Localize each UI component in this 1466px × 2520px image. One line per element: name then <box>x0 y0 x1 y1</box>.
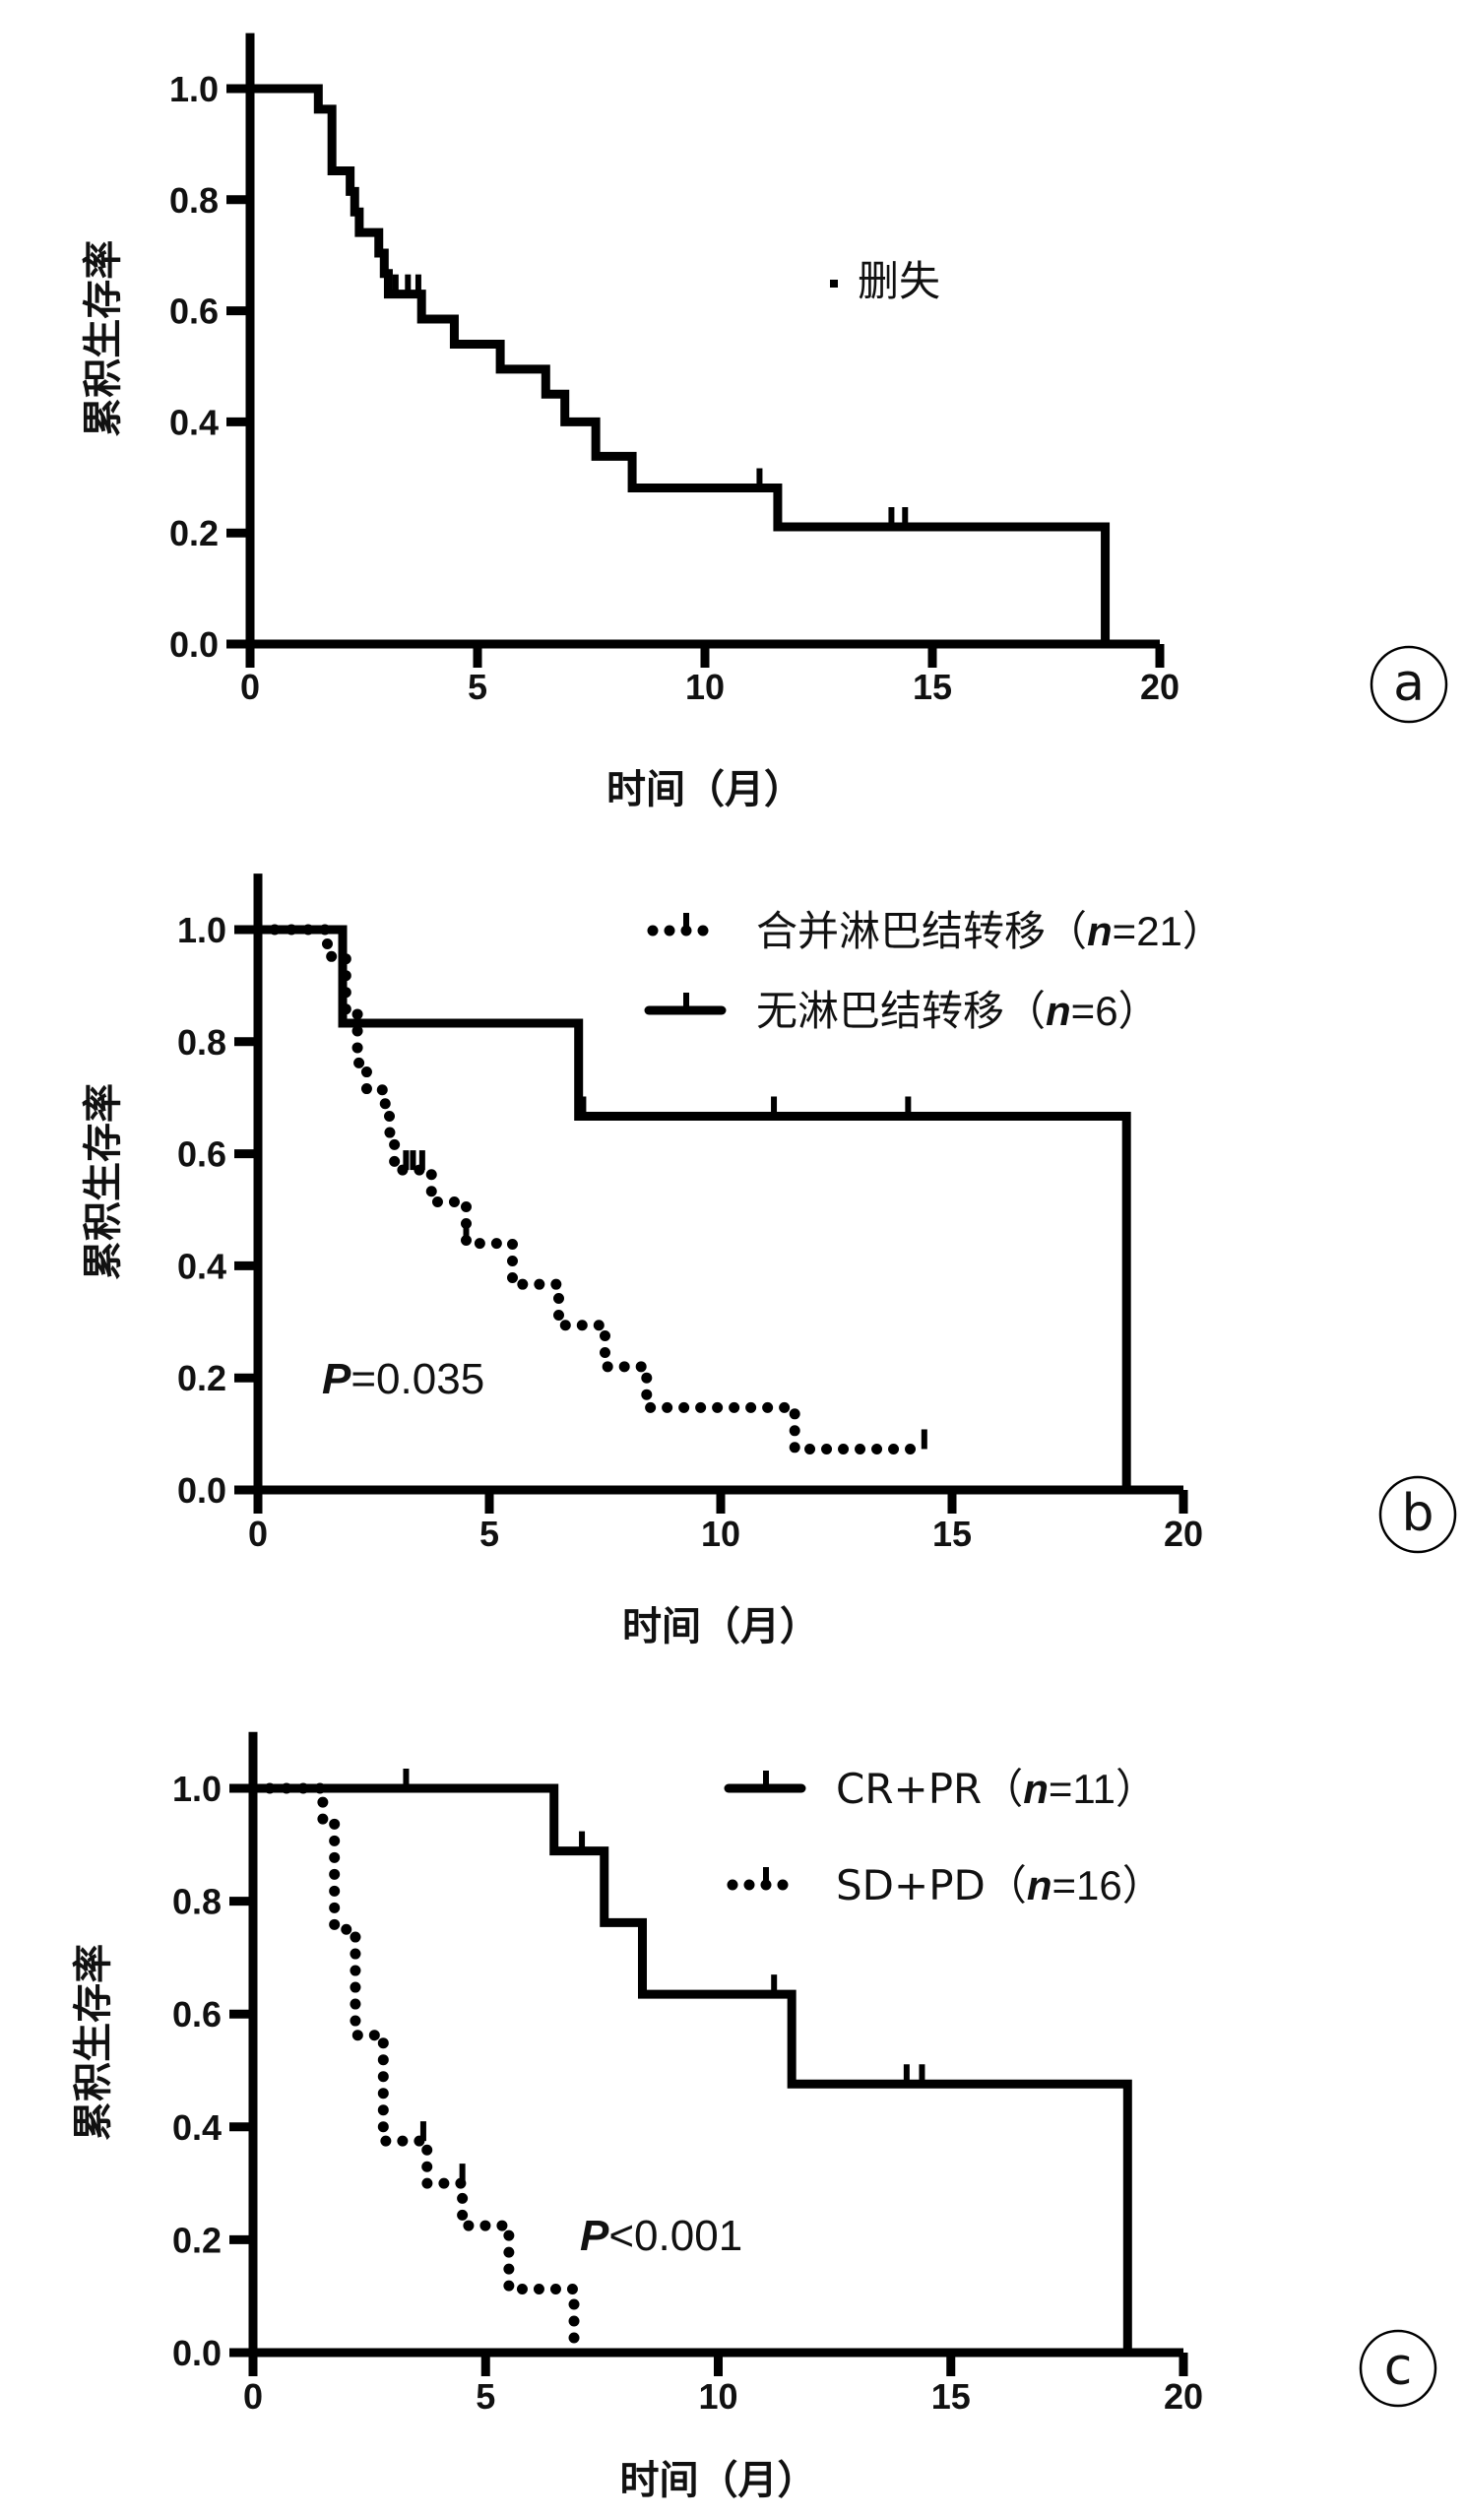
y-tick-label: 0.2 <box>169 513 219 553</box>
x-tick-label: 20 <box>1140 667 1179 707</box>
legend-label-prefix: CR+PR（ <box>836 1765 1023 1813</box>
legend-label-prefix: 无淋巴结转移（ <box>756 987 1046 1035</box>
x-tick-label: 20 <box>1164 2376 1203 2417</box>
y-axis-label: 累积生存率 <box>81 1083 126 1280</box>
survival-curve-solid-1 <box>258 925 1131 1490</box>
panel-label: a <box>1393 654 1425 713</box>
y-tick-label: 0.4 <box>169 402 219 442</box>
survival-curve-dotted-0 <box>252 924 930 1454</box>
legend-label-n: n <box>1046 988 1071 1034</box>
x-tick-label: 0 <box>248 1514 268 1554</box>
x-tick-label: 0 <box>243 2376 263 2417</box>
y-tick-label: 0.0 <box>169 624 219 665</box>
chart-panel-c: 0 5 10 15 20 0.0 0.2 0.4 0.6 0.8 1.0 时间（月） 累积生存率 c CR+… <box>71 1731 1437 2503</box>
x-tick-label: 5 <box>479 1514 499 1554</box>
x-axis-label: 时间（月） <box>620 2458 817 2503</box>
p-value-text: <0.001 <box>608 2212 742 2260</box>
legend-label: SD+PD（n=16） <box>836 1861 1164 1909</box>
x-tick-label: 10 <box>701 1514 740 1554</box>
x-tick-label: 15 <box>931 2376 971 2417</box>
y-tick-label: 0.0 <box>177 1470 226 1511</box>
x-tick-label: 10 <box>685 667 725 707</box>
p-value-text: =0.035 <box>351 1355 484 1403</box>
legend-label: 合并淋巴结转移（n=21） <box>756 907 1224 955</box>
legend-label-prefix: 合并淋巴结转移（ <box>756 907 1087 955</box>
x-tick-label: 15 <box>913 667 952 707</box>
censor-legend-label: 删失 <box>858 257 940 305</box>
y-axis-label: 累积生存率 <box>71 1944 116 2141</box>
panel-label: c <box>1384 2338 1413 2397</box>
panel-label-circle <box>1359 2329 1437 2408</box>
y-tick-label: 0.2 <box>172 2220 222 2260</box>
p-symbol: P <box>580 2212 609 2260</box>
x-tick-label: 0 <box>240 667 260 707</box>
y-tick-label: 0.6 <box>177 1134 226 1175</box>
y-tick-label: 0.6 <box>169 291 219 332</box>
legend-label-count: =16） <box>1052 1862 1164 1908</box>
p-value-annotation: P=0.035 <box>322 1355 484 1403</box>
y-tick-label: 0.8 <box>172 1882 222 1922</box>
legend-label-count: =11） <box>1049 1766 1157 1812</box>
x-axis-label: 时间（月） <box>606 767 803 812</box>
p-value-annotation: P<0.001 <box>580 2212 742 2260</box>
panel-label: b <box>1401 1484 1434 1543</box>
x-tick-label: 15 <box>932 1514 972 1554</box>
x-tick-label: 20 <box>1164 1514 1203 1554</box>
x-tick-label: 5 <box>476 2376 495 2417</box>
y-axis-label: 累积生存率 <box>81 240 126 437</box>
legend-label: CR+PR（n=11） <box>836 1765 1157 1813</box>
legend-label-count: =21） <box>1113 908 1224 954</box>
y-tick-label: 0.4 <box>177 1246 226 1286</box>
panel-label-circle <box>1370 645 1448 724</box>
y-tick-label: 0.2 <box>177 1358 226 1398</box>
legend-label-n: n <box>1087 908 1113 954</box>
legend-label-count: =6） <box>1071 988 1160 1034</box>
x-tick-label: 5 <box>468 667 487 707</box>
x-axis-label: 时间（月） <box>622 1604 819 1649</box>
chart-panel-b: 0 5 10 15 20 0.0 0.2 0.4 0.6 0.8 1.0 时间（月） 累积生存率 b 合并淋… <box>81 873 1457 1649</box>
legend-label: 无淋巴结转移（n=6） <box>756 987 1160 1035</box>
y-tick-label: 1.0 <box>169 69 219 109</box>
legend-label-prefix: SD+PD（ <box>836 1861 1027 1909</box>
y-tick-label: 0.0 <box>172 2333 222 2373</box>
y-tick-label: 0.8 <box>177 1022 226 1063</box>
x-tick-label: 10 <box>698 2376 737 2417</box>
legend-label-n: n <box>1027 1862 1052 1908</box>
survival-curve-dotted-1 <box>247 1782 580 2358</box>
y-tick-label: 1.0 <box>172 1769 222 1809</box>
p-symbol: P <box>322 1355 351 1403</box>
survival-curve-solid-0 <box>250 84 1111 644</box>
y-tick-label: 0.4 <box>172 2107 222 2148</box>
y-tick-label: 0.8 <box>169 180 219 221</box>
chart-panel-a: 0 5 10 15 20 0.0 0.2 0.4 0.6 0.8 1.0 时间（月） 累积生存率 a 删失 <box>81 32 1448 812</box>
panel-label-circle <box>1378 1475 1457 1554</box>
legend-label-n: n <box>1023 1766 1049 1812</box>
y-tick-label: 0.6 <box>172 1994 222 2035</box>
censor-legend-marker <box>830 280 838 288</box>
y-tick-label: 1.0 <box>177 910 226 950</box>
